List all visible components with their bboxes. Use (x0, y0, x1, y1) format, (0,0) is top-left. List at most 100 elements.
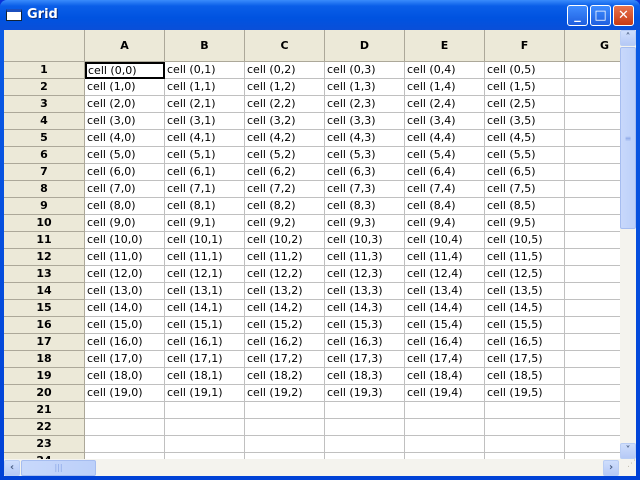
grid-cell[interactable]: cell (2,4) (405, 96, 485, 113)
grid-cell[interactable]: cell (13,3) (325, 283, 405, 300)
vertical-scroll-thumb[interactable]: ≡ (620, 47, 636, 229)
grid-cell[interactable] (245, 402, 325, 419)
grid-cell[interactable]: cell (9,2) (245, 215, 325, 232)
grid-cell[interactable] (565, 266, 620, 283)
grid-cell[interactable]: cell (4,3) (325, 130, 405, 147)
grid-cell[interactable]: cell (8,0) (85, 198, 165, 215)
grid-cell[interactable]: cell (7,3) (325, 181, 405, 198)
row-header-17[interactable]: 17 (4, 334, 85, 351)
grid-cell[interactable]: cell (15,5) (485, 317, 565, 334)
grid-cell[interactable] (565, 164, 620, 181)
grid-cell[interactable] (565, 147, 620, 164)
grid-cell[interactable]: cell (2,2) (245, 96, 325, 113)
grid-cell[interactable]: cell (10,2) (245, 232, 325, 249)
grid-cell[interactable]: cell (17,2) (245, 351, 325, 368)
grid-cell[interactable] (325, 453, 405, 459)
grid-cell[interactable]: cell (9,3) (325, 215, 405, 232)
scroll-left-icon[interactable]: ‹ (4, 460, 20, 476)
grid-cell[interactable]: cell (2,3) (325, 96, 405, 113)
grid-cell[interactable]: cell (18,5) (485, 368, 565, 385)
grid-cell[interactable] (165, 436, 245, 453)
grid-cell[interactable] (485, 453, 565, 459)
grid-cell[interactable] (165, 402, 245, 419)
maximize-button[interactable]: □ (590, 5, 611, 26)
grid-cell[interactable]: cell (0,5) (485, 62, 565, 79)
grid-cell[interactable]: cell (11,3) (325, 249, 405, 266)
row-header-2[interactable]: 2 (4, 79, 85, 96)
grid-cell[interactable]: cell (2,1) (165, 96, 245, 113)
grid-cell[interactable]: cell (8,5) (485, 198, 565, 215)
grid-cell[interactable]: cell (3,5) (485, 113, 565, 130)
grid-cell[interactable]: cell (14,0) (85, 300, 165, 317)
resize-grip-icon[interactable]: ⋰ (620, 459, 636, 476)
title-bar[interactable]: Grid _ □ ✕ (0, 0, 640, 30)
grid-cell[interactable] (85, 453, 165, 459)
grid-cell[interactable]: cell (12,5) (485, 266, 565, 283)
grid-cell[interactable]: cell (14,3) (325, 300, 405, 317)
grid-cell[interactable] (565, 249, 620, 266)
grid-cell[interactable]: cell (14,5) (485, 300, 565, 317)
grid-cell[interactable] (565, 334, 620, 351)
grid-cell[interactable]: cell (18,2) (245, 368, 325, 385)
grid-cell[interactable]: cell (13,0) (85, 283, 165, 300)
grid-cell[interactable]: cell (18,1) (165, 368, 245, 385)
grid-cell[interactable]: cell (4,0) (85, 130, 165, 147)
row-header-15[interactable]: 15 (4, 300, 85, 317)
grid-cell[interactable]: cell (14,2) (245, 300, 325, 317)
row-header-23[interactable]: 23 (4, 436, 85, 453)
grid-cell[interactable]: cell (6,4) (405, 164, 485, 181)
grid-cell[interactable]: cell (4,5) (485, 130, 565, 147)
grid-cell[interactable]: cell (19,4) (405, 385, 485, 402)
grid-cell[interactable]: cell (5,5) (485, 147, 565, 164)
grid-cell[interactable]: cell (17,1) (165, 351, 245, 368)
row-header-21[interactable]: 21 (4, 402, 85, 419)
grid-cell[interactable]: cell (3,4) (405, 113, 485, 130)
row-header-7[interactable]: 7 (4, 164, 85, 181)
grid-cell[interactable]: cell (15,4) (405, 317, 485, 334)
scroll-right-icon[interactable]: › (603, 460, 619, 476)
grid-cell[interactable]: cell (12,4) (405, 266, 485, 283)
grid-cell[interactable] (405, 419, 485, 436)
grid-cell[interactable] (565, 96, 620, 113)
column-header-C[interactable]: C (245, 30, 325, 62)
grid-cell[interactable] (565, 368, 620, 385)
grid-cell[interactable]: cell (6,1) (165, 164, 245, 181)
grid-cell[interactable]: cell (19,3) (325, 385, 405, 402)
grid-cell[interactable]: cell (16,5) (485, 334, 565, 351)
row-header-16[interactable]: 16 (4, 317, 85, 334)
grid-cell[interactable] (565, 113, 620, 130)
grid-cell[interactable] (565, 130, 620, 147)
grid-cell[interactable]: cell (16,2) (245, 334, 325, 351)
grid-cell[interactable] (325, 419, 405, 436)
grid-cell[interactable]: cell (4,1) (165, 130, 245, 147)
grid-cell[interactable]: cell (4,4) (405, 130, 485, 147)
grid-cell[interactable] (85, 419, 165, 436)
grid-cell[interactable]: cell (14,1) (165, 300, 245, 317)
grid-cell[interactable]: cell (1,2) (245, 79, 325, 96)
grid-cell[interactable] (565, 62, 620, 79)
scroll-up-icon[interactable]: ˄ (620, 30, 636, 46)
grid-cell[interactable] (245, 419, 325, 436)
grid-cell[interactable]: cell (0,3) (325, 62, 405, 79)
grid-cell[interactable]: cell (5,4) (405, 147, 485, 164)
row-header-11[interactable]: 11 (4, 232, 85, 249)
grid-cell[interactable]: cell (5,3) (325, 147, 405, 164)
grid-cell[interactable] (165, 419, 245, 436)
grid-cell[interactable] (565, 436, 620, 453)
grid-cell[interactable]: cell (6,5) (485, 164, 565, 181)
scroll-down-icon[interactable]: ˅ (620, 443, 636, 459)
grid-cell[interactable]: cell (9,0) (85, 215, 165, 232)
grid-cell[interactable]: cell (10,1) (165, 232, 245, 249)
grid-corner[interactable] (4, 30, 85, 62)
row-header-10[interactable]: 10 (4, 215, 85, 232)
grid-cell[interactable] (565, 232, 620, 249)
grid-cell[interactable]: cell (8,3) (325, 198, 405, 215)
grid-cell[interactable]: cell (16,1) (165, 334, 245, 351)
grid-cell[interactable]: cell (19,2) (245, 385, 325, 402)
grid-cell[interactable]: cell (16,4) (405, 334, 485, 351)
row-header-5[interactable]: 5 (4, 130, 85, 147)
grid-cell[interactable] (405, 402, 485, 419)
grid-cell[interactable] (165, 453, 245, 459)
horizontal-scroll-thumb[interactable]: ||| (21, 460, 96, 476)
row-header-20[interactable]: 20 (4, 385, 85, 402)
